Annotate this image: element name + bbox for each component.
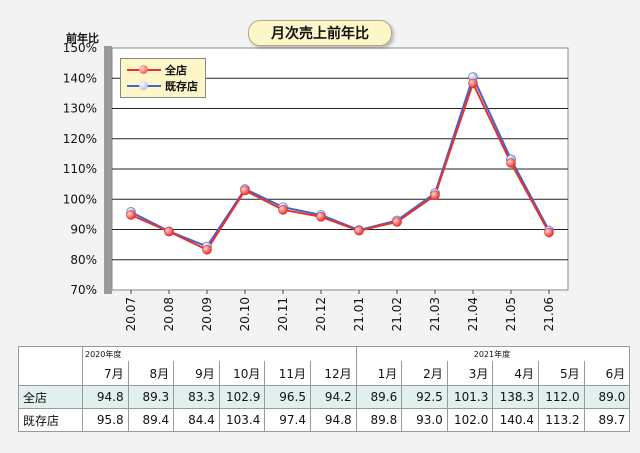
month-header: 5月 [537,361,585,386]
table-cell: 103.4 [218,408,266,432]
months-row: 7月 8月 9月 10月 11月 12月 1月 2月 3月 4月 5月 6月 [19,361,631,386]
month-header: 8月 [127,361,175,386]
table-cell: 92.5 [401,385,448,409]
table-cell: 113.2 [537,408,585,432]
data-table: 2020年度 2021年度 7月 8月 9月 10月 11月 12月 1月 2月 3月 4月 5月 6… [18,346,631,432]
data-point-zen [240,185,250,196]
series-group [126,72,554,255]
data-point-zen [430,190,440,201]
month-header: 2月 [401,361,448,386]
legend-item-kizon: 既存店 [127,79,198,93]
table-cell: 95.8 [82,408,129,432]
table-row: 全店 94.8 89.3 83.3 102.9 96.5 94.2 89.6 92.5 101.3… [18,385,631,409]
x-tick-label: 21.06 [542,297,556,331]
plot-side-wall [104,46,112,294]
table-cell: 101.3 [446,385,494,409]
table-cell: 83.3 [173,385,220,409]
y-tick-label: 110% [63,162,97,176]
table-cell: 89.8 [355,408,403,432]
legend-item-zen: 全店 [127,63,187,77]
x-tick-label: 21.05 [504,297,518,331]
data-point-zen [506,158,516,168]
x-tick-label: 20.08 [162,297,176,331]
x-tick-label: 21.04 [466,297,480,331]
y-tick-label: 70% [70,283,97,297]
month-header: 3月 [446,361,494,386]
month-header: 9月 [173,361,220,386]
month-header: 10月 [218,361,266,386]
month-header: 11月 [264,361,311,386]
y-tick-label: 100% [63,192,97,206]
y-tick-label: 80% [70,253,97,267]
chart-title: 月次売上前年比 [248,20,392,46]
year-label-2020: 2020年度 [82,346,357,361]
table-cell: 96.5 [264,385,311,409]
data-point-zen [126,210,136,220]
data-point-zen [354,225,364,236]
table-row: 既存店 95.8 89.4 84.4 103.4 97.4 94.8 89.8 93.0 102.… [18,408,631,432]
table-cell: 94.8 [82,385,129,409]
table-cell: 94.8 [309,408,357,432]
table-cell: 112.0 [537,385,585,409]
data-point-zen [316,211,326,222]
row-label: 既存店 [18,408,83,432]
series-line-zen [130,80,550,252]
y-axis-label: 前年比 [66,32,99,45]
x-tick-label: 20.11 [276,297,290,331]
x-tick-label: 20.07 [124,297,138,331]
y-tick-label: 90% [70,223,97,237]
x-tick-label: 20.10 [238,297,252,331]
data-point-zen [392,217,402,227]
data-point-zen [544,227,554,238]
line-chart: 70%80%90%100%110%120%130%140%150% 20.07 2… [63,41,569,331]
gridlines [112,77,568,294]
x-tick-label: 21.01 [352,297,366,331]
legend: 全店 既存店 [120,58,206,98]
legend-label-kizon: 既存店 [165,80,198,93]
month-header: 12月 [309,361,357,386]
y-tick-labels: 70% 80% 90% 100% 110% 120% 130% 140% 150% [63,41,97,297]
x-tick-label: 20.09 [200,297,214,331]
month-header: 1月 [355,361,403,386]
table-cell: 93.0 [401,408,448,432]
table-cell: 102.0 [446,408,494,432]
series-line-kizon [130,74,550,248]
month-header: 7月 [82,361,129,386]
row-label: 全店 [18,385,83,409]
legend-swatch-blue [127,79,161,93]
year-row: 2020年度 2021年度 [18,346,631,386]
x-tick-label: 21.03 [428,297,442,331]
data-point-zen [278,205,288,215]
data-point-zen [164,226,174,237]
x-tick-label: 21.02 [390,297,404,331]
y-tick-label: 120% [63,132,97,146]
month-header: 6月 [583,361,631,386]
table-cell: 97.4 [264,408,311,432]
legend-label-zen: 全店 [165,64,187,77]
y-tick-label: 130% [63,102,97,116]
table-cell: 138.3 [492,385,539,409]
y-tick-label: 140% [63,71,97,85]
y-tick-label: 150% [63,41,97,55]
table-cell: 89.7 [583,408,631,432]
table-cell: 102.9 [218,385,266,409]
x-tick-label: 20.12 [314,297,328,331]
table-cell: 94.2 [309,385,357,409]
x-tick-labels: 20.07 20.08 20.09 20.10 20.11 20.12 21.01 21.02… [124,297,556,331]
table-cell: 84.4 [173,408,220,432]
table-cell: 89.3 [127,385,175,409]
data-point-zen [468,78,478,89]
legend-swatch-red [127,63,161,77]
month-header: 4月 [492,361,539,386]
year-label-2021: 2021年度 [355,346,631,361]
table-cell: 89.0 [583,385,631,409]
data-point-zen [202,244,212,255]
table-cell: 89.6 [355,385,403,409]
table-cell: 89.4 [127,408,175,432]
table-corner [18,346,83,386]
table-cell: 140.4 [492,408,539,432]
